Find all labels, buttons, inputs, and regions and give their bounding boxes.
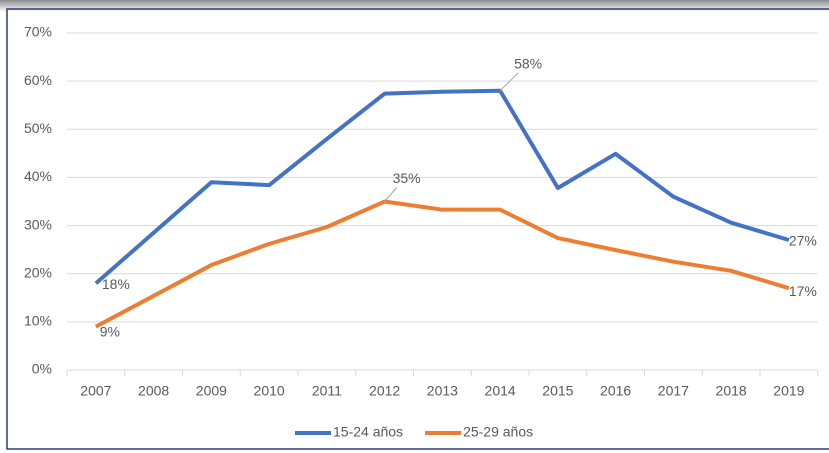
data-label: 35%	[393, 170, 421, 186]
y-tick-label: 50%	[24, 120, 52, 136]
x-tick-label: 2010	[254, 383, 285, 399]
y-tick-label: 40%	[24, 168, 52, 184]
x-tick-label: 2017	[658, 383, 689, 399]
x-tick-label: 2013	[427, 383, 458, 399]
x-tick-label: 2012	[369, 383, 400, 399]
shadow	[0, 0, 829, 12]
x-tick-label: 2014	[485, 383, 516, 399]
x-tick-label: 2009	[196, 383, 227, 399]
y-tick-label: 30%	[24, 216, 52, 232]
y-tick-label: 20%	[24, 264, 52, 280]
leader-line	[384, 187, 398, 202]
data-label: 27%	[789, 233, 817, 249]
x-tick-label: 2016	[600, 383, 631, 399]
legend-label: 25-29 años	[463, 424, 533, 440]
y-tick-label: 0%	[32, 361, 52, 377]
data-label: 18%	[102, 276, 130, 292]
data-label: 58%	[514, 55, 542, 71]
y-tick-label: 60%	[24, 72, 52, 88]
x-tick-label: 2018	[716, 383, 747, 399]
x-tick-label: 2007	[80, 383, 111, 399]
x-tick-label: 2015	[542, 383, 573, 399]
legend-label: 15-24 años	[333, 424, 403, 440]
x-tick-label: 2008	[138, 383, 169, 399]
x-tick-label: 2011	[312, 383, 342, 399]
data-label: 9%	[100, 323, 120, 339]
data-label: 17%	[789, 283, 817, 299]
series-line	[94, 199, 790, 329]
x-tick-label: 2019	[773, 383, 804, 399]
border	[6, 8, 829, 450]
y-tick-label: 10%	[24, 313, 52, 329]
leader-line	[499, 72, 519, 92]
y-tick-label: 70%	[24, 24, 52, 40]
series-line	[94, 88, 790, 285]
